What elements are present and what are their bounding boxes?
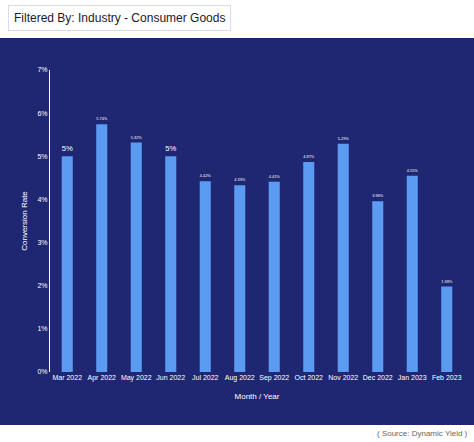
svg-text:5.29%: 5.29% [338, 136, 350, 141]
svg-text:4.87%: 4.87% [303, 154, 315, 159]
svg-text:1.98%: 1.98% [441, 279, 453, 284]
svg-text:3%: 3% [37, 239, 47, 246]
svg-text:Month / Year: Month / Year [235, 392, 280, 401]
svg-text:0%: 0% [37, 368, 47, 375]
svg-text:May 2022: May 2022 [121, 374, 152, 382]
svg-text:Oct 2022: Oct 2022 [295, 374, 324, 381]
svg-text:Sep 2022: Sep 2022 [259, 374, 289, 382]
svg-text:5.74%: 5.74% [96, 116, 108, 121]
svg-text:Dec 2022: Dec 2022 [363, 374, 393, 381]
svg-text:Feb 2023: Feb 2023 [432, 374, 462, 381]
svg-text:5%: 5% [62, 144, 73, 153]
svg-text:4.55%: 4.55% [407, 168, 419, 173]
svg-text:Nov 2022: Nov 2022 [328, 374, 358, 381]
svg-text:4.41%: 4.41% [269, 174, 281, 179]
svg-text:4%: 4% [37, 196, 47, 203]
svg-text:Jan 2023: Jan 2023 [398, 374, 427, 381]
svg-text:5%: 5% [165, 144, 176, 153]
svg-text:Jun 2022: Jun 2022 [156, 374, 185, 381]
svg-text:4.42%: 4.42% [200, 173, 212, 178]
svg-text:( Source: Dynamic Yield ): ( Source: Dynamic Yield ) [377, 429, 468, 438]
svg-text:5%: 5% [37, 153, 47, 160]
svg-text:5.32%: 5.32% [131, 135, 143, 140]
svg-text:Mar 2022: Mar 2022 [52, 374, 82, 381]
svg-text:Conversion Rate: Conversion Rate [20, 191, 29, 251]
svg-text:4.33%: 4.33% [234, 177, 246, 182]
svg-text:1%: 1% [37, 325, 47, 332]
svg-text:Apr 2022: Apr 2022 [88, 374, 117, 382]
svg-text:Filtered By: Industry - Consum: Filtered By: Industry - Consumer Goods [14, 11, 225, 25]
svg-text:7%: 7% [37, 66, 47, 73]
svg-text:Jul 2022: Jul 2022 [192, 374, 219, 381]
svg-text:3.96%: 3.96% [372, 193, 384, 198]
svg-text:2%: 2% [37, 282, 47, 289]
svg-text:Aug 2022: Aug 2022 [225, 374, 255, 382]
svg-text:6%: 6% [37, 110, 47, 117]
